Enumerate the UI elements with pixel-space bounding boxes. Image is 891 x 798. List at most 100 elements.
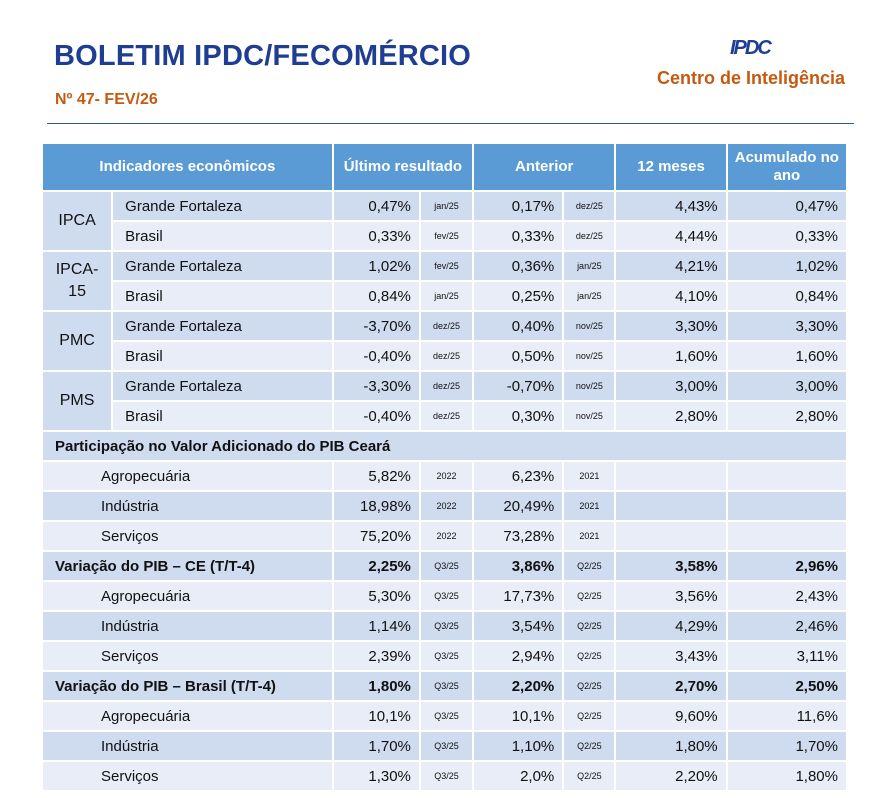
twelve-month-value: 9,60% [616,702,726,730]
previous-value: 6,23% [474,462,563,490]
indicator-group-label: IPCA-15 [43,252,112,310]
previous-value: 0,17% [474,192,563,220]
previous-value: 2,0% [474,762,563,790]
last-date: fev/25 [420,252,473,280]
indicators-table: Indicadores econômicos Último resultado … [41,142,848,792]
ytd-value: 1,70% [727,732,846,760]
previous-value: 73,28% [474,522,563,550]
last-value: 75,20% [333,522,419,550]
last-date: Q3/25 [420,642,473,670]
twelve-month-value: 1,60% [616,342,726,370]
sector-label: Indústria [43,492,332,520]
last-date: Q3/25 [420,582,473,610]
region-label: Grande Fortaleza [113,252,332,280]
previous-date: Q2/25 [564,582,615,610]
sector-label: Indústria [43,732,332,760]
last-value: 1,14% [333,612,419,640]
previous-value: 2,94% [474,642,563,670]
last-date: dez/25 [420,342,473,370]
twelve-month-value [616,462,726,490]
ytd-value: 3,00% [727,372,846,400]
region-label: Grande Fortaleza [113,192,332,220]
previous-value: 0,50% [474,342,563,370]
previous-value: 10,1% [474,702,563,730]
last-date: 2022 [420,492,473,520]
last-date: jan/25 [420,282,473,310]
twelve-month-value: 2,70% [616,672,726,700]
table-row: Brasil 0,33% fev/25 0,33% dez/25 4,44% 0,33% [43,222,846,250]
header-divider [47,123,854,124]
last-value: 0,84% [333,282,419,310]
table-row: Indústria 1,14% Q3/25 3,54% Q2/25 4,29% 2,46% [43,612,846,640]
region-label: Brasil [113,402,332,430]
table-row: Agropecuária 10,1% Q3/25 10,1% Q2/25 9,60% 11,… [43,702,846,730]
previous-value: 3,86% [474,552,563,580]
previous-value: 3,54% [474,612,563,640]
ytd-value: 2,43% [727,582,846,610]
twelve-month-value: 4,10% [616,282,726,310]
sector-label: Serviços [43,522,332,550]
twelve-month-value: 4,44% [616,222,726,250]
sector-label: Agropecuária [43,582,332,610]
last-value: -3,70% [333,312,419,340]
previous-value: 0,33% [474,222,563,250]
last-value: -0,40% [333,342,419,370]
previous-date: 2021 [564,492,615,520]
ytd-value: 2,80% [727,402,846,430]
previous-value: 0,30% [474,402,563,430]
previous-date: nov/25 [564,342,615,370]
ytd-value: 2,96% [727,552,846,580]
ipdc-logo: IPDC [730,37,772,59]
region-label: Brasil [113,342,332,370]
previous-date: Q2/25 [564,732,615,760]
sector-label: Serviços [43,642,332,670]
previous-date: jan/25 [564,282,615,310]
previous-date: jan/25 [564,252,615,280]
last-value: 0,33% [333,222,419,250]
previous-value: 0,36% [474,252,563,280]
previous-date: Q2/25 [564,672,615,700]
last-date: Q3/25 [420,732,473,760]
ytd-value: 0,33% [727,222,846,250]
sector-label: Indústria [43,612,332,640]
last-date: Q3/25 [420,612,473,640]
previous-value: -0,70% [474,372,563,400]
table-row: Brasil -0,40% dez/25 0,50% nov/25 1,60% 1,60% [43,342,846,370]
twelve-month-value: 1,80% [616,732,726,760]
previous-value: 17,73% [474,582,563,610]
ytd-value: 1,02% [727,252,846,280]
table-row: PMC Grande Fortaleza -3,70% dez/25 0,40% nov/… [43,312,846,370]
previous-date: dez/25 [564,192,615,220]
table-row: Brasil -0,40% dez/25 0,30% nov/25 2,80% 2,80% [43,402,846,430]
twelve-month-value: 4,43% [616,192,726,220]
previous-date: Q2/25 [564,552,615,580]
last-date: fev/25 [420,222,473,250]
ytd-value [727,492,846,520]
twelve-month-value: 3,58% [616,552,726,580]
last-date: 2022 [420,522,473,550]
ytd-value: 3,30% [727,312,846,340]
ytd-value: 1,80% [727,762,846,790]
region-label: Brasil [113,282,332,310]
twelve-month-value [616,522,726,550]
last-date: dez/25 [420,312,473,340]
previous-value: 1,10% [474,732,563,760]
last-date: dez/25 [420,372,473,400]
twelve-month-value: 2,80% [616,402,726,430]
last-date: jan/25 [420,192,473,220]
twelve-month-value: 3,43% [616,642,726,670]
previous-date: Q2/25 [564,612,615,640]
table-row: Serviços 75,20% 2022 73,28% 2021 [43,522,846,550]
indicator-group-label: PMS [43,372,112,430]
last-value: 2,39% [333,642,419,670]
region-label: Grande Fortaleza [113,312,332,340]
last-value: 10,1% [333,702,419,730]
twelve-month-value: 2,20% [616,762,726,790]
ytd-value [727,522,846,550]
table-row: Participação no Valor Adicionado do PIB … [43,432,846,460]
previous-value: 2,20% [474,672,563,700]
ytd-value: 0,84% [727,282,846,310]
twelve-month-value: 3,30% [616,312,726,340]
table-row: Indústria 18,98% 2022 20,49% 2021 [43,492,846,520]
center-name: Centro de Inteligência [657,68,846,88]
